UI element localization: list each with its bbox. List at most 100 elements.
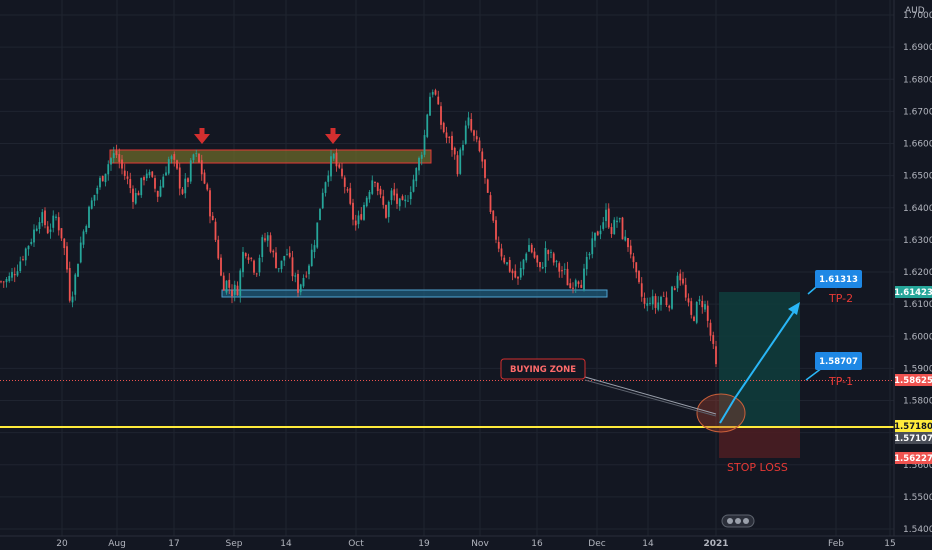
candle-body [41, 212, 44, 223]
candle-body [676, 275, 679, 289]
candle-body [715, 346, 717, 365]
scroll-to-realtime-icon[interactable] [721, 514, 755, 528]
price-tick-label: 1.69000 [903, 43, 932, 53]
candle-body [390, 190, 393, 201]
candle-body [90, 200, 93, 209]
candle-body [52, 215, 55, 228]
candle-body [299, 284, 302, 293]
candle-body [255, 273, 258, 275]
candle-body [475, 136, 478, 140]
candle-body [621, 217, 624, 240]
candle-body [627, 238, 629, 248]
candle-body [629, 245, 632, 255]
price-tick-label: 1.60000 [903, 332, 932, 342]
candle-body [258, 257, 261, 273]
down-arrow-icon [194, 128, 210, 144]
candle-body [332, 153, 335, 159]
candle-body [343, 177, 346, 187]
candle-body [272, 250, 275, 253]
candle-body [357, 215, 360, 225]
candle-body [657, 302, 660, 310]
price-tick-label: 1.54000 [903, 525, 932, 535]
stop-loss-box[interactable] [719, 427, 800, 458]
candle-body [112, 153, 115, 159]
candle-body [566, 268, 569, 286]
candle-body [470, 118, 473, 131]
candle-body [115, 150, 118, 156]
current-tag-text: 1.58625 [894, 376, 932, 386]
candle-body [319, 208, 321, 221]
price-tick-label: 1.62000 [903, 268, 932, 278]
price-tick-label: 1.55000 [903, 493, 932, 503]
candle-body [360, 214, 363, 220]
candle-body [561, 270, 563, 272]
candle-body [616, 220, 618, 223]
candle-body [486, 179, 489, 193]
candle-body [99, 177, 101, 188]
price-tick-label: 1.58000 [903, 397, 932, 407]
candle-body [5, 279, 8, 283]
candle-body [165, 172, 167, 176]
candle-body [484, 159, 486, 178]
candle-body [569, 283, 572, 289]
candle-body [288, 252, 291, 257]
candle-body [374, 181, 376, 183]
candle-body [330, 156, 332, 177]
candle-body [632, 256, 635, 263]
candle-body [440, 106, 442, 125]
candle-body [547, 250, 550, 255]
candle-body [646, 303, 649, 306]
candle-body [407, 200, 409, 202]
candle-body [679, 273, 682, 281]
candle-body [624, 236, 627, 241]
candle-body [156, 190, 159, 197]
candle-body [412, 179, 415, 192]
projection-arrow[interactable] [719, 306, 798, 424]
candle-body [261, 237, 264, 258]
buying-zone-ellipse[interactable] [696, 393, 746, 433]
price-tick-label: 1.68000 [903, 75, 932, 85]
candle-body [74, 274, 77, 295]
candle-body [71, 296, 74, 303]
candle-body [709, 322, 712, 336]
support-zone[interactable] [221, 289, 608, 298]
candle-body [55, 216, 57, 218]
buy-price-tag: 1.57180 [894, 420, 932, 432]
tp2-value-callout[interactable]: 1.61313 [815, 270, 862, 288]
candle-body [123, 170, 126, 176]
candle-body [195, 153, 198, 155]
candle-body [426, 114, 429, 137]
candle-body [294, 275, 297, 277]
candle-body [316, 222, 319, 248]
resistance-zone[interactable] [109, 149, 432, 164]
candle-body [500, 248, 503, 257]
candle-body [214, 221, 217, 240]
time-axis[interactable]: 20 Aug 17 Sep 14 Oct 19 Nov 16 Dec 14 2021 Feb 15 [0, 535, 932, 549]
candle-body [22, 259, 24, 260]
candle-body [698, 299, 701, 302]
candle-body [275, 252, 277, 269]
candle-body [437, 96, 440, 105]
candle-body [250, 257, 253, 259]
price-axis[interactable]: AUD 1.70000 1.69000 1.68000 1.67000 1.66000 1… [893, 0, 932, 536]
candle-body [189, 160, 192, 182]
candle-body [324, 182, 327, 193]
candle-body [695, 301, 698, 323]
buying-zone-callout[interactable]: BUYING ZONE [500, 358, 586, 380]
tp1-value-callout[interactable]: 1.58707 [815, 352, 862, 370]
candle-body [310, 249, 313, 267]
candle-body [33, 229, 35, 243]
candle-body [668, 305, 671, 308]
candle-body [30, 241, 33, 244]
tp2-tag-text: 1.61423 [894, 288, 932, 298]
candle-body [38, 222, 41, 229]
candle-body [49, 229, 52, 232]
candle-body [129, 179, 132, 189]
take-profit-box[interactable] [719, 292, 800, 427]
candle-body [178, 167, 181, 189]
candle-body [387, 201, 390, 218]
candle-body [363, 204, 365, 220]
candle-body [453, 147, 456, 155]
candle-body [418, 157, 420, 171]
